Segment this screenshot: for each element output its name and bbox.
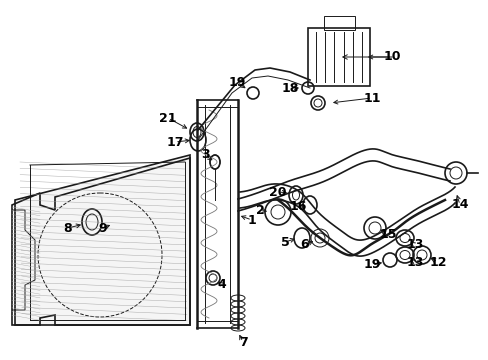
- Text: 10: 10: [383, 50, 400, 63]
- Text: 13: 13: [406, 256, 423, 269]
- Text: 3: 3: [200, 148, 209, 162]
- Text: 16: 16: [289, 201, 306, 213]
- Text: 2: 2: [255, 203, 264, 216]
- Text: 1: 1: [247, 213, 256, 226]
- Text: 8: 8: [63, 221, 72, 234]
- Text: 19: 19: [363, 258, 380, 271]
- Text: 11: 11: [363, 91, 380, 104]
- Text: 13: 13: [406, 238, 423, 252]
- Text: 21: 21: [159, 112, 176, 125]
- Polygon shape: [15, 155, 190, 325]
- Bar: [323, 16, 354, 30]
- Text: 5: 5: [280, 235, 289, 248]
- Text: 4: 4: [217, 279, 226, 292]
- Text: 15: 15: [379, 229, 396, 242]
- Text: 12: 12: [428, 256, 446, 269]
- Text: 18: 18: [281, 81, 298, 94]
- Text: 14: 14: [450, 198, 468, 211]
- Text: 6: 6: [300, 238, 309, 252]
- Text: 17: 17: [166, 135, 183, 148]
- Text: 20: 20: [269, 185, 286, 198]
- Bar: [307, 28, 369, 86]
- Text: 7: 7: [238, 336, 247, 348]
- Text: 19: 19: [228, 76, 245, 89]
- Text: 9: 9: [99, 221, 107, 234]
